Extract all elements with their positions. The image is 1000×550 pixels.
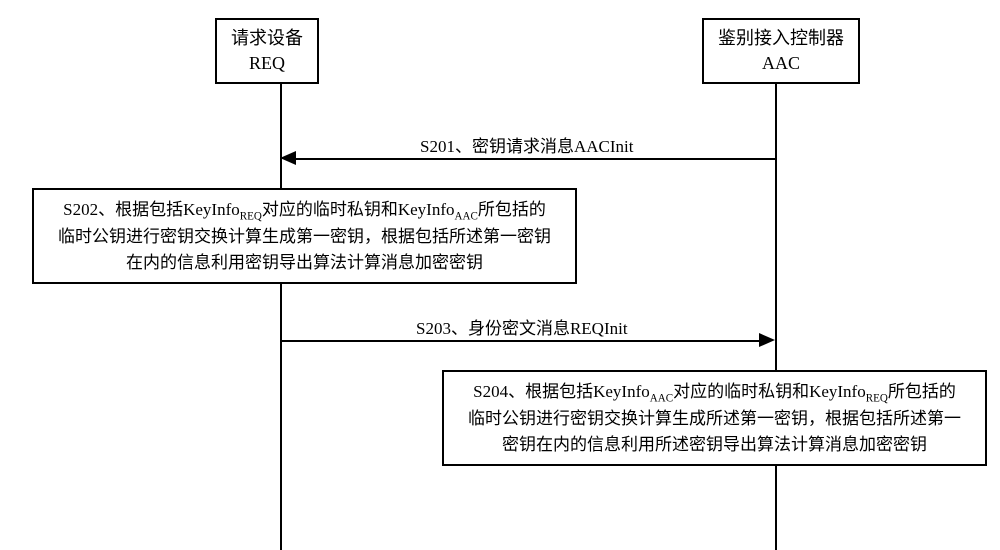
msg-s201-arrowhead — [280, 151, 296, 165]
lifeline-aac — [775, 82, 777, 370]
msg-s201-label: S201、密钥请求消息AACInit — [420, 132, 633, 157]
msg-s203-arrowhead — [759, 333, 775, 347]
step-s204: S204、根据包括KeyInfoAAC对应的临时私钥和KeyInfoREQ所包括… — [442, 370, 987, 466]
lifeline-req — [280, 82, 282, 188]
msg-s203-label: S203、身份密文消息REQInit — [416, 314, 628, 339]
lifeline-aac — [775, 466, 777, 550]
step-s202: S202、根据包括KeyInfoREQ对应的临时私钥和KeyInfoAAC所包括… — [32, 188, 577, 284]
step-s202-text: S202、根据包括KeyInfoREQ对应的临时私钥和KeyInfoAAC所包括… — [58, 197, 551, 276]
participant-aac-code: AAC — [762, 51, 800, 76]
sequence-diagram: 请求设备 REQ 鉴别接入控制器 AAC S201、密钥请求消息AACInit … — [0, 0, 1000, 550]
msg-s203-line — [280, 340, 759, 342]
participant-aac: 鉴别接入控制器 AAC — [702, 18, 860, 84]
participant-req: 请求设备 REQ — [215, 18, 319, 84]
participant-req-title: 请求设备 — [231, 26, 303, 51]
participant-req-code: REQ — [249, 51, 285, 76]
step-s204-text: S204、根据包括KeyInfoAAC对应的临时私钥和KeyInfoREQ所包括… — [468, 379, 961, 458]
participant-aac-title: 鉴别接入控制器 — [718, 26, 844, 51]
lifeline-req — [280, 284, 282, 550]
msg-s201-line — [296, 158, 775, 160]
